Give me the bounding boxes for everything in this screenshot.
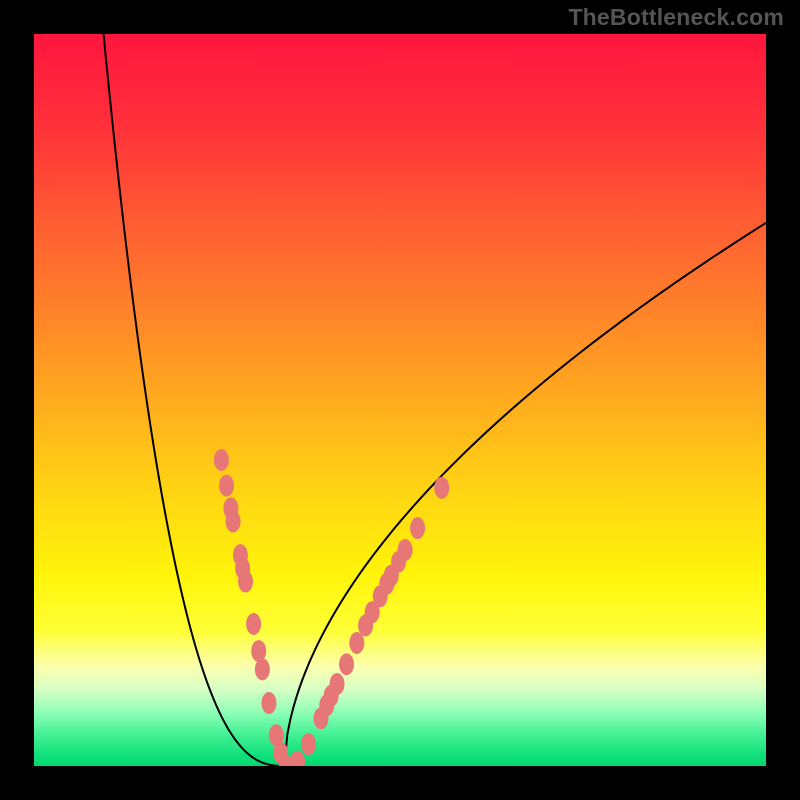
data-point <box>434 477 449 499</box>
chart-frame: TheBottleneck.com <box>0 0 800 800</box>
data-point <box>330 673 345 695</box>
plot-area <box>34 34 766 766</box>
data-point <box>246 613 261 635</box>
data-point <box>398 539 413 561</box>
data-point <box>301 733 316 755</box>
watermark-text: TheBottleneck.com <box>568 4 784 31</box>
data-point <box>219 475 234 497</box>
data-point <box>255 658 270 680</box>
data-point <box>238 571 253 593</box>
data-point <box>214 449 229 471</box>
data-point <box>339 653 354 675</box>
data-point <box>261 692 276 714</box>
data-point <box>226 511 241 533</box>
plot-svg <box>34 34 766 766</box>
data-point <box>410 517 425 539</box>
data-point <box>349 632 364 654</box>
gradient-background <box>34 34 766 766</box>
